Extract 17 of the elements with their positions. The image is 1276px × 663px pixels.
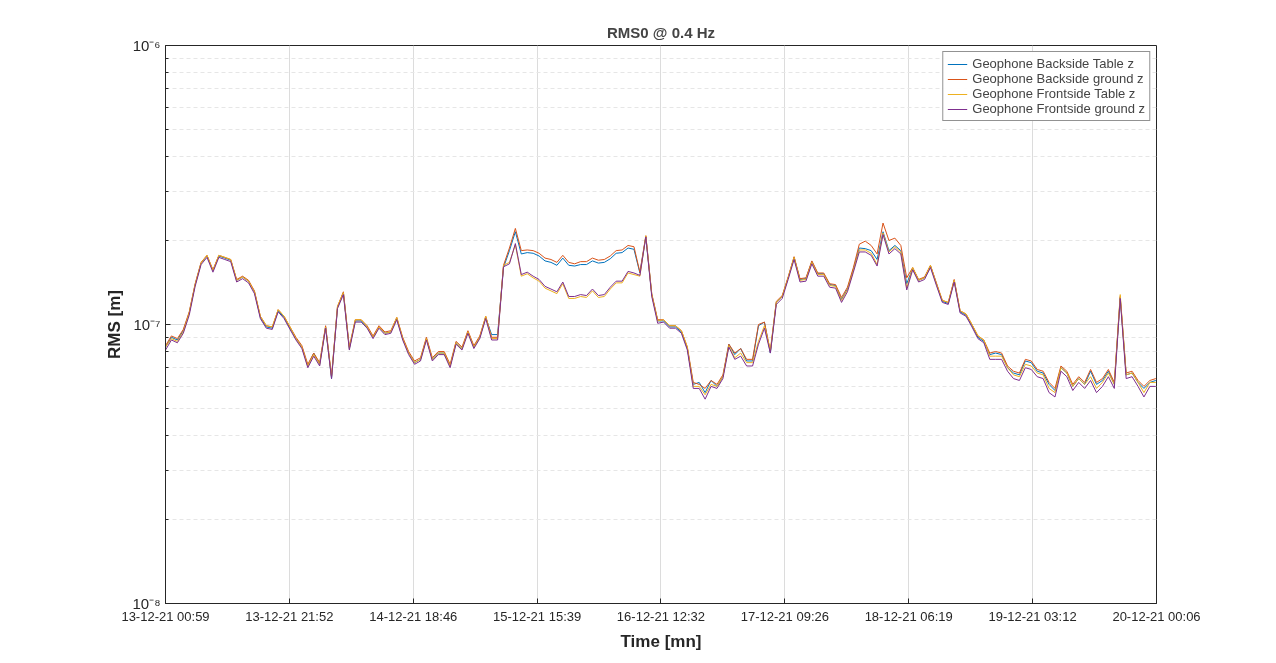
legend-label: Geophone Backside Table z [972,56,1134,71]
x-tick-label: 17-12-21 09:26 [740,608,829,624]
legend-label: Geophone Backside ground z [972,71,1144,86]
x-tick-label: 14-12-21 18:46 [369,608,458,624]
x-tick-label: 20-12-21 00:06 [1112,608,1201,624]
chart-title: RMS0 @ 0.4 Hz [607,23,716,41]
legend-label: Geophone Frontside Table z [972,86,1136,101]
x-tick-label: 15-12-21 15:39 [493,608,582,624]
x-tick-label: 16-12-21 12:32 [616,608,706,624]
x-tick-label: 18-12-21 06:19 [864,608,953,624]
x-axis-title: Time [mn] [620,631,702,651]
x-tick-label: 19-12-21 03:12 [988,608,1077,624]
x-tick-label: 13-12-21 21:52 [245,608,334,624]
legend-label: Geophone Frontside ground z [972,101,1145,116]
y-tick-label: 10⁻⁶ [132,37,161,54]
y-tick-label: 10⁻⁷ [133,316,161,333]
y-axis-title: RMS [m] [105,290,125,359]
